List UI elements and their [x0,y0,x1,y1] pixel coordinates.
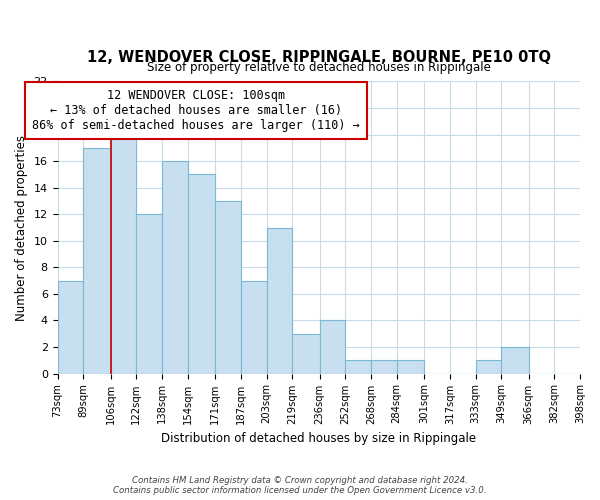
Bar [397,360,424,374]
Bar [188,174,215,374]
Bar [345,360,371,374]
X-axis label: Distribution of detached houses by size in Rippingale: Distribution of detached houses by size … [161,432,476,445]
Bar [266,228,292,374]
Text: Contains HM Land Registry data © Crown copyright and database right 2024.
Contai: Contains HM Land Registry data © Crown c… [113,476,487,495]
Bar [320,320,345,374]
Y-axis label: Number of detached properties: Number of detached properties [15,134,28,320]
Bar [292,334,320,374]
Bar [476,360,501,374]
Bar [371,360,397,374]
Bar [83,148,110,374]
Text: Size of property relative to detached houses in Rippingale: Size of property relative to detached ho… [147,61,491,74]
Bar [58,280,83,374]
Bar [110,134,136,374]
Title: 12, WENDOVER CLOSE, RIPPINGALE, BOURNE, PE10 0TQ: 12, WENDOVER CLOSE, RIPPINGALE, BOURNE, … [87,50,551,65]
Bar [162,161,188,374]
Bar [501,347,529,374]
Text: 12 WENDOVER CLOSE: 100sqm
← 13% of detached houses are smaller (16)
86% of semi-: 12 WENDOVER CLOSE: 100sqm ← 13% of detac… [32,88,360,132]
Bar [241,280,266,374]
Bar [136,214,162,374]
Bar [215,201,241,374]
